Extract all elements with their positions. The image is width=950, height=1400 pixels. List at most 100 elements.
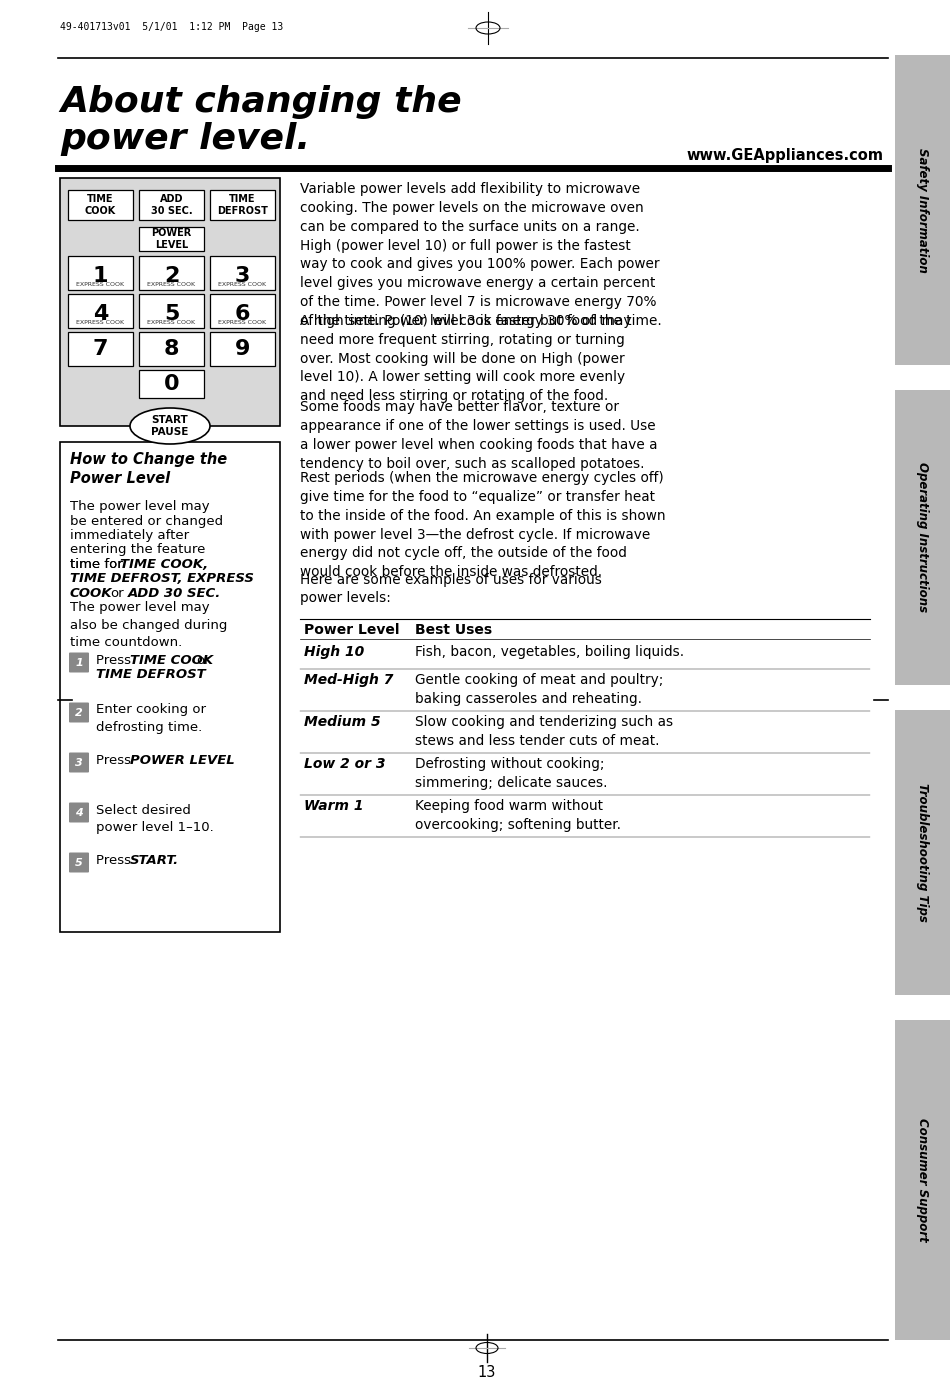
Text: Operating Instructions: Operating Instructions [916, 462, 929, 613]
Text: START
PAUSE: START PAUSE [151, 416, 189, 437]
Bar [210, 256, 275, 290]
Text: POWER
LEVEL: POWER LEVEL [151, 228, 192, 249]
Text: TIME
DEFROST: TIME DEFROST [217, 195, 268, 216]
Bar [139, 370, 204, 398]
Text: .: . [180, 668, 184, 680]
Text: Select desired
power level 1–10.: Select desired power level 1–10. [96, 804, 214, 834]
Text: Med-High 7: Med-High 7 [304, 673, 393, 687]
Text: .: . [209, 753, 213, 767]
Bar [68, 190, 133, 220]
Text: Gentle cooking of meat and poultry;
baking casseroles and reheating.: Gentle cooking of meat and poultry; baki… [415, 673, 663, 706]
Text: A high setting (10) will cook faster but food may
need more frequent stirring, r: A high setting (10) will cook faster but… [300, 314, 632, 403]
FancyBboxPatch shape [69, 652, 89, 672]
Text: Rest periods (when the microwave energy cycles off)
give time for the food to “e: Rest periods (when the microwave energy … [300, 470, 666, 580]
Text: Some foods may have better flavor, texture or
appearance if one of the lower set: Some foods may have better flavor, textu… [300, 400, 657, 470]
Text: Low 2 or 3: Low 2 or 3 [304, 757, 386, 771]
Text: 0: 0 [163, 374, 180, 393]
Text: Defrosting without cooking;
simmering; delicate sauces.: Defrosting without cooking; simmering; d… [415, 757, 607, 790]
Text: 8: 8 [163, 339, 180, 358]
Bar [68, 294, 133, 328]
Bar [139, 227, 204, 251]
Bar [895, 710, 950, 995]
Text: TIME DEFROST, EXPRESS: TIME DEFROST, EXPRESS [70, 573, 254, 585]
Text: Press: Press [96, 753, 135, 767]
Text: Keeping food warm without
overcooking; softening butter.: Keeping food warm without overcooking; s… [415, 799, 621, 832]
Text: power level.: power level. [60, 122, 310, 155]
Bar [139, 190, 204, 220]
Text: POWER LEVEL: POWER LEVEL [130, 753, 235, 767]
Text: 1: 1 [75, 658, 83, 668]
Text: 4: 4 [93, 304, 108, 323]
Text: TIME COOK: TIME COOK [130, 654, 213, 666]
Text: 2: 2 [75, 707, 83, 717]
Bar [60, 178, 280, 426]
Bar [895, 55, 950, 365]
Text: Press: Press [96, 654, 135, 666]
Text: High 10: High 10 [304, 645, 364, 659]
Text: Fish, bacon, vegetables, boiling liquids.: Fish, bacon, vegetables, boiling liquids… [415, 645, 684, 659]
Text: 7: 7 [93, 339, 108, 358]
Text: EXPRESS COOK: EXPRESS COOK [76, 321, 124, 326]
Text: COOK: COOK [70, 587, 112, 601]
FancyBboxPatch shape [69, 703, 89, 722]
Text: Enter cooking or
defrosting time.: Enter cooking or defrosting time. [96, 703, 206, 734]
Text: 13: 13 [478, 1365, 496, 1380]
Text: The power level may: The power level may [70, 500, 210, 512]
Text: TIME DEFROST: TIME DEFROST [96, 668, 205, 680]
Text: time for: time for [70, 559, 127, 571]
Text: 3: 3 [235, 266, 250, 286]
Bar [68, 332, 133, 365]
Text: Safety Information: Safety Information [916, 147, 929, 273]
Text: 49-401713v01  5/1/01  1:12 PM  Page 13: 49-401713v01 5/1/01 1:12 PM Page 13 [60, 22, 283, 32]
Text: TIME
COOK: TIME COOK [85, 195, 116, 216]
Bar [210, 190, 275, 220]
FancyBboxPatch shape [69, 753, 89, 773]
Text: or: or [110, 587, 124, 601]
Text: be entered or changed: be entered or changed [70, 515, 223, 528]
Text: Here are some examples of uses for various
power levels:: Here are some examples of uses for vario… [300, 573, 602, 605]
Text: 1: 1 [93, 266, 108, 286]
Bar [139, 332, 204, 365]
Text: EXPRESS COOK: EXPRESS COOK [218, 283, 267, 287]
Text: immediately after: immediately after [70, 529, 189, 542]
Ellipse shape [130, 407, 210, 444]
Text: entering the feature: entering the feature [70, 543, 205, 556]
Text: 5: 5 [163, 304, 180, 323]
Text: 9: 9 [235, 339, 250, 358]
Text: Consumer Support: Consumer Support [916, 1119, 929, 1242]
Text: START.: START. [130, 854, 180, 867]
Bar [139, 256, 204, 290]
Text: ADD
30 SEC.: ADD 30 SEC. [151, 195, 192, 216]
Text: How to Change the
Power Level: How to Change the Power Level [70, 452, 227, 486]
Text: 4: 4 [75, 808, 83, 818]
Text: Warm 1: Warm 1 [304, 799, 364, 813]
Text: www.GEAppliances.com: www.GEAppliances.com [686, 148, 883, 162]
Text: 5: 5 [75, 857, 83, 868]
Bar [68, 256, 133, 290]
Bar [895, 391, 950, 685]
FancyBboxPatch shape [69, 802, 89, 823]
Text: TIME COOK,: TIME COOK, [120, 559, 208, 571]
Text: 2: 2 [163, 266, 180, 286]
Text: 6: 6 [235, 304, 250, 323]
Text: EXPRESS COOK: EXPRESS COOK [147, 321, 196, 326]
Bar [210, 332, 275, 365]
Text: Slow cooking and tenderizing such as
stews and less tender cuts of meat.: Slow cooking and tenderizing such as ste… [415, 715, 674, 748]
Text: Troubleshooting Tips: Troubleshooting Tips [916, 783, 929, 923]
Text: EXPRESS COOK: EXPRESS COOK [76, 283, 124, 287]
Bar [210, 294, 275, 328]
Text: 3: 3 [75, 757, 83, 767]
Text: or: or [196, 654, 210, 666]
Text: The power level may
also be changed during
time countdown.: The power level may also be changed duri… [70, 602, 227, 650]
Text: Variable power levels add flexibility to microwave
cooking. The power levels on : Variable power levels add flexibility to… [300, 182, 662, 328]
Text: Power Level: Power Level [304, 623, 400, 637]
Text: Press: Press [96, 854, 135, 867]
Text: EXPRESS COOK: EXPRESS COOK [218, 321, 267, 326]
FancyBboxPatch shape [69, 853, 89, 872]
Text: Medium 5: Medium 5 [304, 715, 381, 729]
Bar [139, 294, 204, 328]
Bar [895, 1021, 950, 1340]
Text: About changing the: About changing the [60, 85, 462, 119]
Text: EXPRESS COOK: EXPRESS COOK [147, 283, 196, 287]
Text: time for: time for [70, 559, 127, 571]
